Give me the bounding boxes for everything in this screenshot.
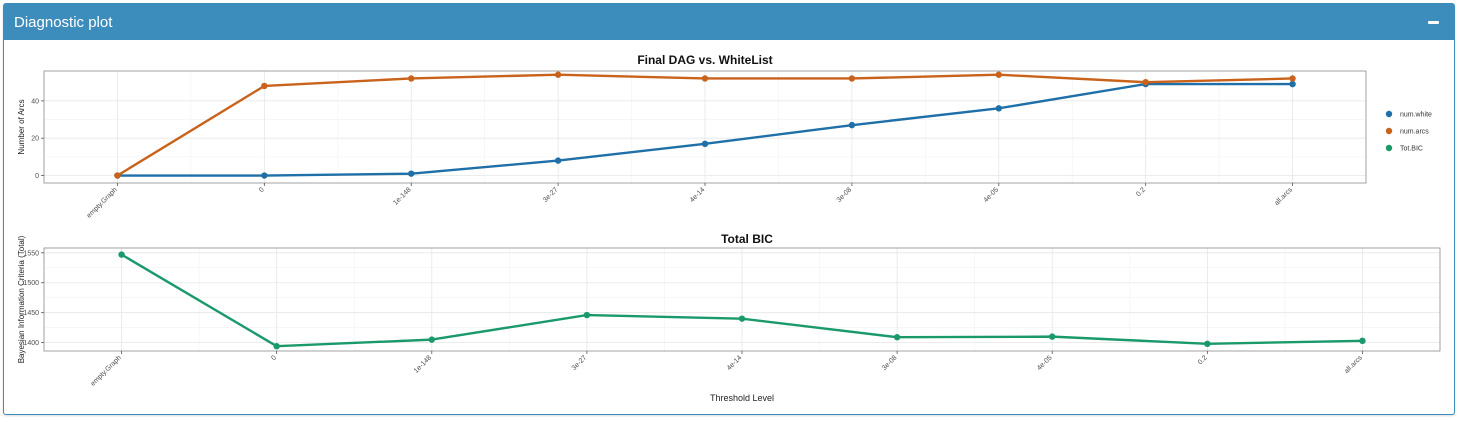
data-point (114, 172, 121, 179)
legend-label: Tot.BIC (1400, 146, 1423, 153)
x-tick-label: 0.2 (1197, 354, 1209, 366)
data-point (1049, 333, 1056, 340)
y-tick-label: 20 (31, 136, 39, 143)
y-axis-label: Bayesian Information Criteria (Total) (17, 235, 26, 363)
data-point (408, 75, 415, 82)
y-axis-label: Number of Arcs (17, 99, 26, 154)
x-tick-label: all.arcs (1273, 186, 1294, 207)
y-tick-label: 1550 (23, 250, 39, 257)
x-tick-label: 1e-148 (392, 186, 412, 206)
legend-key (1385, 127, 1393, 135)
legend-label: num.white (1400, 112, 1432, 119)
y-tick-label: 1500 (23, 280, 39, 287)
x-tick-label: 3e-27 (542, 186, 560, 204)
data-point (1289, 80, 1296, 88)
x-tick-label: 3e-08 (881, 354, 899, 372)
legend-key (1385, 110, 1393, 118)
data-point (848, 121, 856, 129)
x-tick-label: 4e-05 (983, 186, 1001, 204)
x-tick-label: 4e-14 (689, 186, 707, 204)
data-point (583, 311, 591, 319)
data-point (848, 75, 856, 82)
box-title: Diagnostic plot (14, 13, 113, 31)
data-point (701, 140, 709, 147)
y-tick-label: 40 (31, 98, 39, 105)
data-point (893, 334, 901, 341)
x-tick-label: all.arcs (1343, 354, 1364, 375)
data-point (1142, 79, 1149, 86)
chart-panel-1: 0 20 40 empty.Graph 0 1e-148 3e-27 4e-14 3e-08 4e… (17, 53, 1432, 220)
data-point (1359, 337, 1366, 345)
data-point (408, 170, 415, 177)
data-point (554, 71, 562, 78)
data-point (273, 343, 280, 350)
x-tick-label: 0 (258, 186, 266, 194)
data-point (428, 336, 435, 343)
chart-title: Total BIC (721, 232, 773, 246)
x-axis-label: Threshold Level (710, 393, 774, 403)
legend: num.white num.arcs Tot.BIC (1385, 110, 1432, 153)
x-tick-label: 3e-27 (571, 354, 589, 372)
data-point (995, 71, 1002, 78)
data-point (738, 315, 746, 322)
x-tick-label: 0.2 (1135, 186, 1147, 198)
minus-icon[interactable] (1422, 11, 1444, 33)
x-tick-label: 0 (270, 354, 278, 362)
data-point (118, 251, 125, 258)
data-point (261, 172, 268, 179)
chart-panel-2: 1400 1450 1500 1550 empty.Graph 0 1e-148 3e-27 4… (17, 232, 1441, 403)
x-tick-label: empty.Graph (86, 186, 119, 219)
chart-title: Final DAG vs. WhiteList (637, 53, 772, 67)
data-point (701, 75, 709, 82)
data-point (554, 157, 562, 164)
legend-key (1385, 144, 1393, 152)
legend-label: num.arcs (1400, 129, 1429, 136)
x-tick-label: 4e-05 (1036, 354, 1054, 372)
data-point (1289, 75, 1296, 82)
data-point (261, 82, 268, 90)
x-tick-label: 4e-14 (726, 354, 744, 372)
x-tick-label: empty.Graph (90, 354, 123, 387)
x-tick-label: 1e-148 (413, 354, 433, 374)
y-tick-label: 1400 (23, 340, 39, 347)
data-point (995, 105, 1002, 112)
data-point (1204, 340, 1211, 348)
x-tick-label: 3e-08 (836, 186, 854, 204)
y-tick-label: 0 (35, 173, 39, 180)
y-tick-label: 1450 (23, 310, 39, 317)
box-header: Diagnostic plot (4, 4, 1454, 40)
